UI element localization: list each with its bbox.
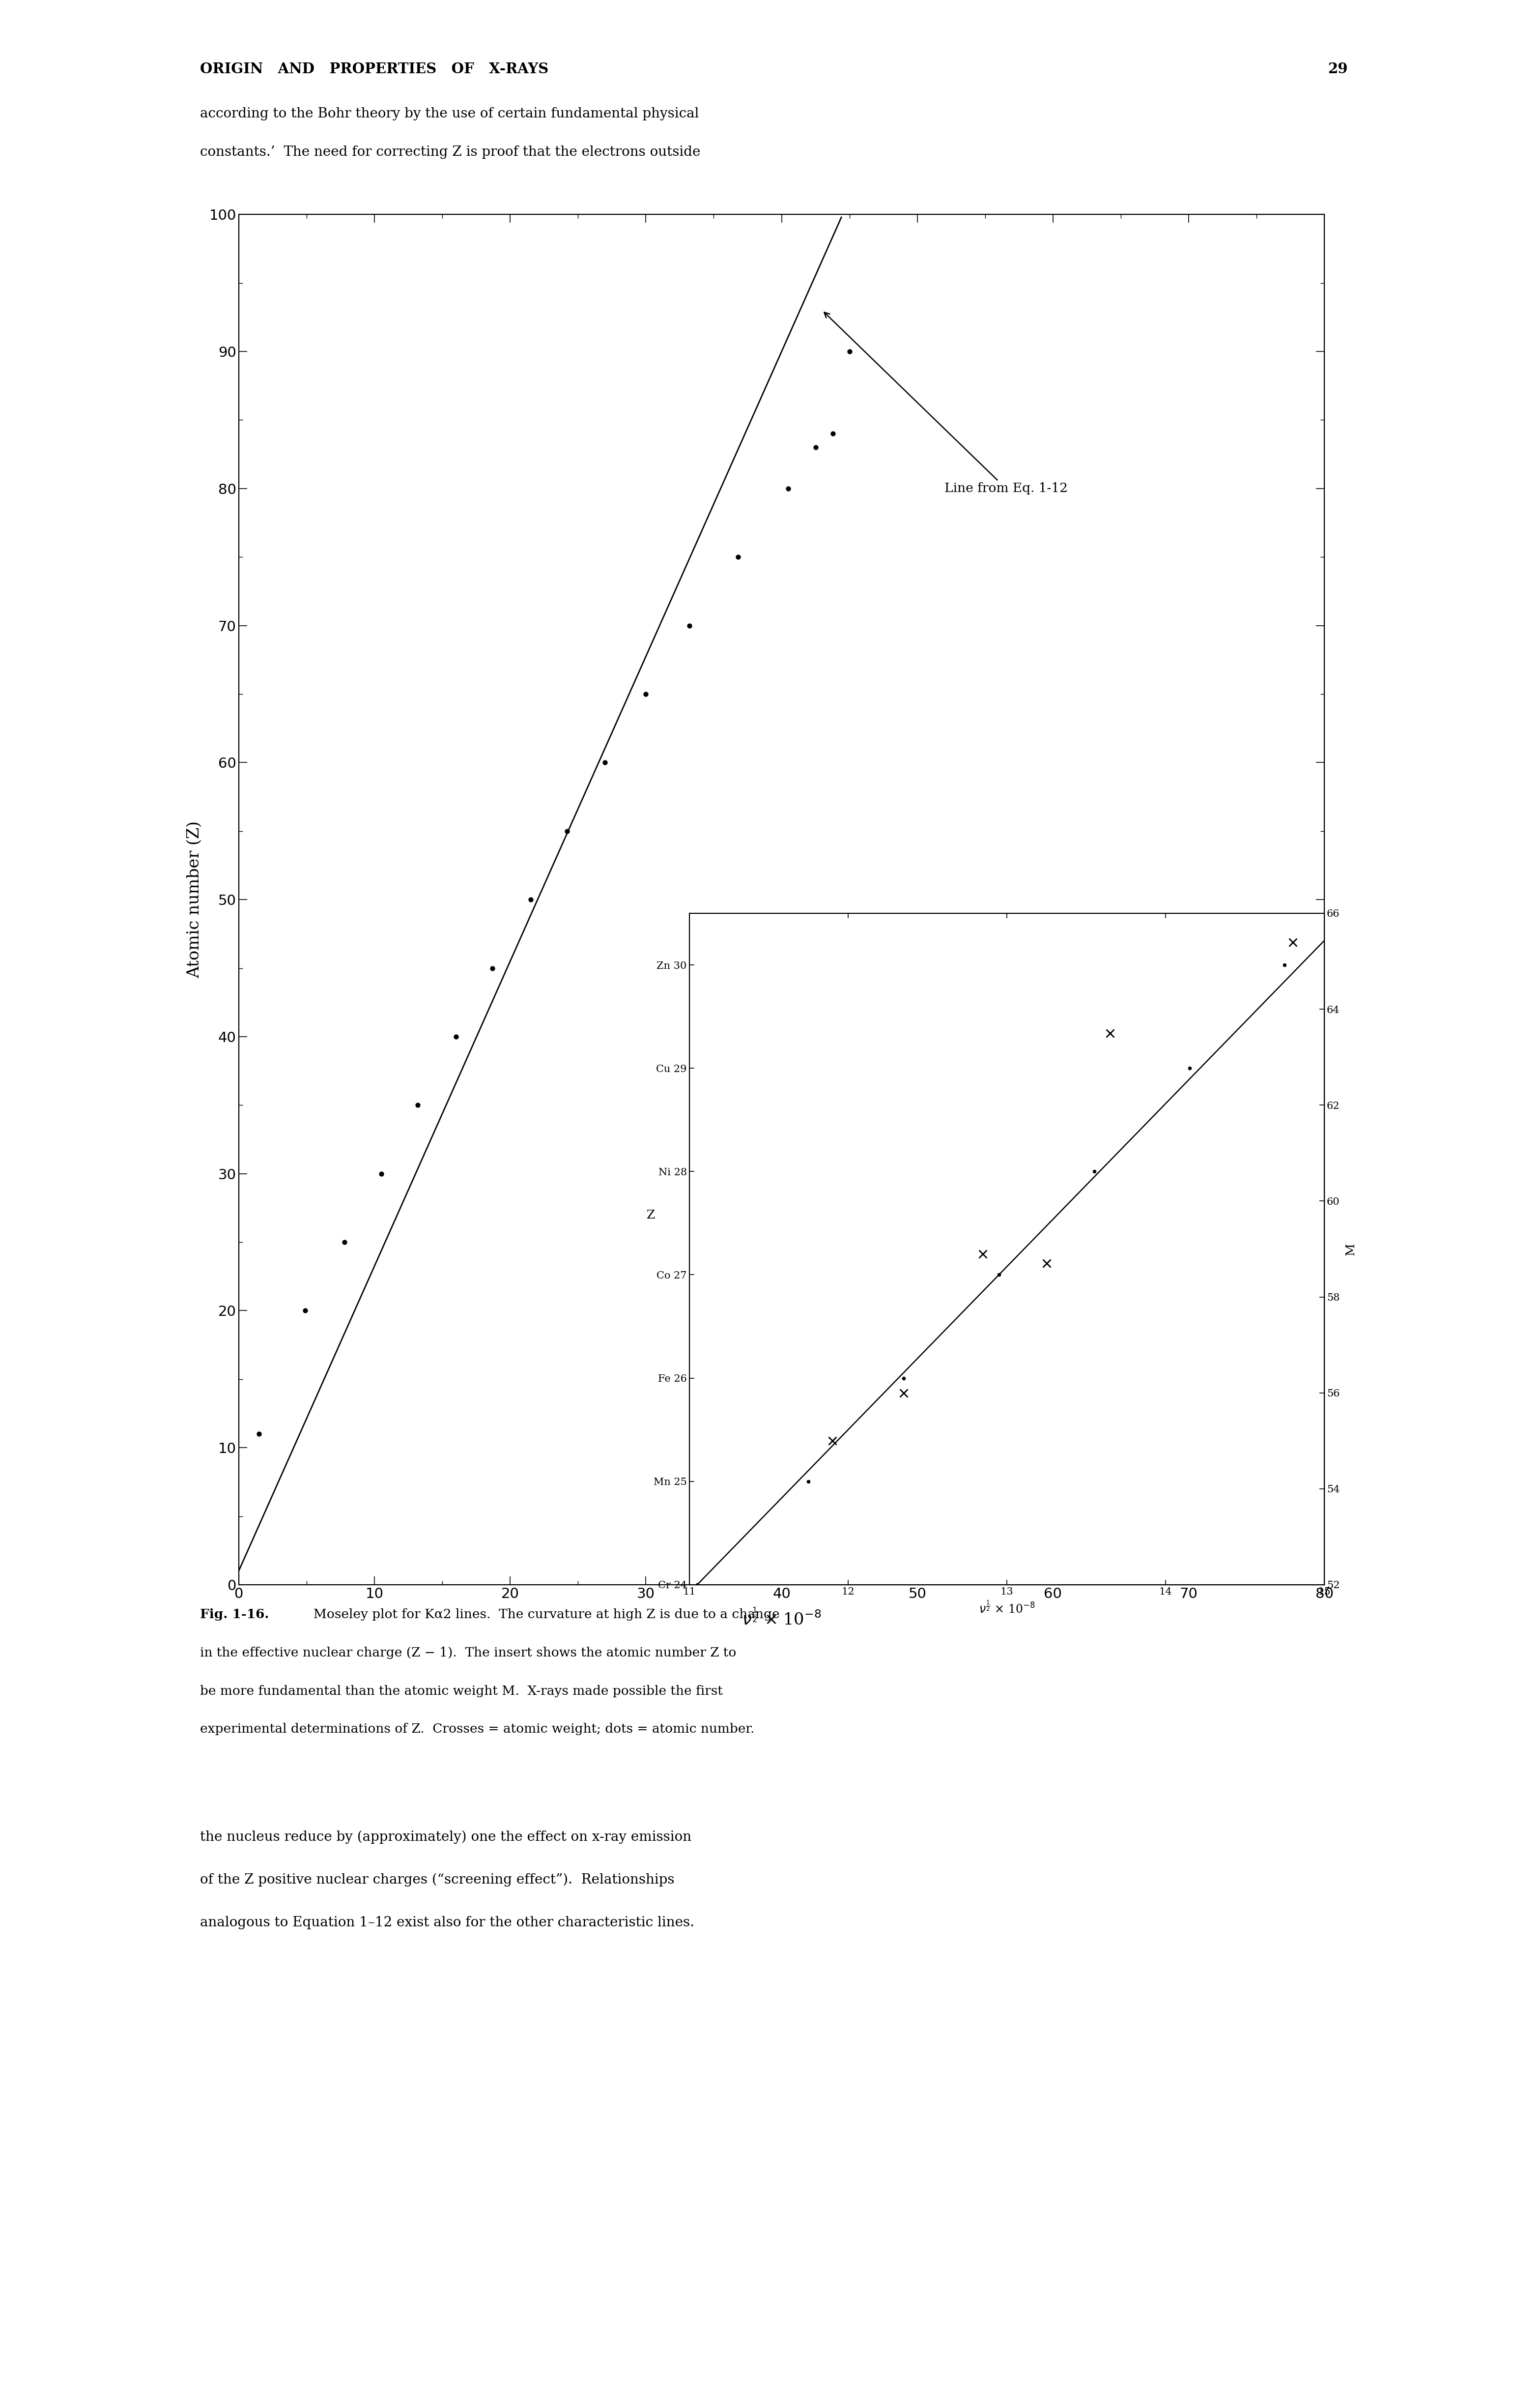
Text: experimental determinations of Z.  Crosses = atomic weight; dots = atomic number: experimental determinations of Z. Crosse…: [200, 1723, 755, 1735]
Point: [517, 879, 542, 917]
Text: Z: Z: [647, 1211, 654, 1220]
Text: 29: 29: [1327, 62, 1348, 76]
Text: according to the Bohr theory by the use of certain fundamental physical: according to the Bohr theory by the use …: [200, 107, 699, 122]
X-axis label: $\nu^{\frac{1}{2}}$ $\times$ 10$^{-8}$: $\nu^{\frac{1}{2}}$ $\times$ 10$^{-8}$: [978, 1601, 1035, 1616]
Text: of the Z positive nuclear charges (“screening effect”).  Relationships: of the Z positive nuclear charges (“scre…: [200, 1873, 675, 1887]
Point: [685, 1566, 710, 1604]
Text: the nucleus reduce by (approximately) one the effect on x-ray emission: the nucleus reduce by (approximately) on…: [200, 1830, 691, 1844]
Point: [892, 1358, 916, 1396]
Point: [1177, 1049, 1201, 1087]
Text: analogous to Equation 1–12 exist also for the other characteristic lines.: analogous to Equation 1–12 exist also fo…: [200, 1916, 695, 1930]
Y-axis label: Atomic number (Z): Atomic number (Z): [186, 820, 202, 979]
Point: [480, 948, 505, 987]
Point: [444, 1018, 468, 1056]
Point: [678, 608, 702, 646]
Text: ORIGIN   AND   PROPERTIES   OF   X-RAYS: ORIGIN AND PROPERTIES OF X-RAYS: [200, 62, 548, 76]
Point: [725, 539, 750, 577]
Point: [1272, 946, 1297, 984]
X-axis label: $\nu^{\frac{1}{2}}$ $\times$ 10$^{-8}$: $\nu^{\frac{1}{2}}$ $\times$ 10$^{-8}$: [742, 1609, 821, 1628]
Text: in the effective nuclear charge (Z − 1).  The insert shows the atomic number Z t: in the effective nuclear charge (Z − 1).…: [200, 1647, 736, 1659]
Point: [246, 1416, 271, 1454]
Point: [838, 331, 862, 369]
Point: [1081, 1153, 1106, 1192]
Text: Fig. 1-16.: Fig. 1-16.: [200, 1609, 269, 1620]
Point: [333, 1222, 357, 1261]
Point: [293, 1292, 317, 1330]
Point: [796, 1463, 821, 1501]
Text: Line from Eq. 1-12: Line from Eq. 1-12: [824, 312, 1067, 496]
Point: [633, 674, 658, 713]
Point: [804, 429, 829, 467]
Point: [593, 743, 618, 782]
Point: [370, 1153, 394, 1192]
Point: [776, 469, 801, 508]
Text: be more fundamental than the atomic weight M.  X-rays made possible the first: be more fundamental than the atomic weig…: [200, 1685, 722, 1697]
Y-axis label: M: M: [1346, 1242, 1357, 1256]
Point: [554, 813, 579, 851]
Point: [405, 1087, 430, 1125]
Text: Moseley plot for Kα2 lines.  The curvature at high Z is due to a change: Moseley plot for Kα2 lines. The curvatur…: [305, 1609, 779, 1620]
Text: constants.’  The need for correcting Z is proof that the electrons outside: constants.’ The need for correcting Z is…: [200, 145, 701, 160]
Point: [821, 415, 845, 453]
Point: [987, 1256, 1012, 1294]
